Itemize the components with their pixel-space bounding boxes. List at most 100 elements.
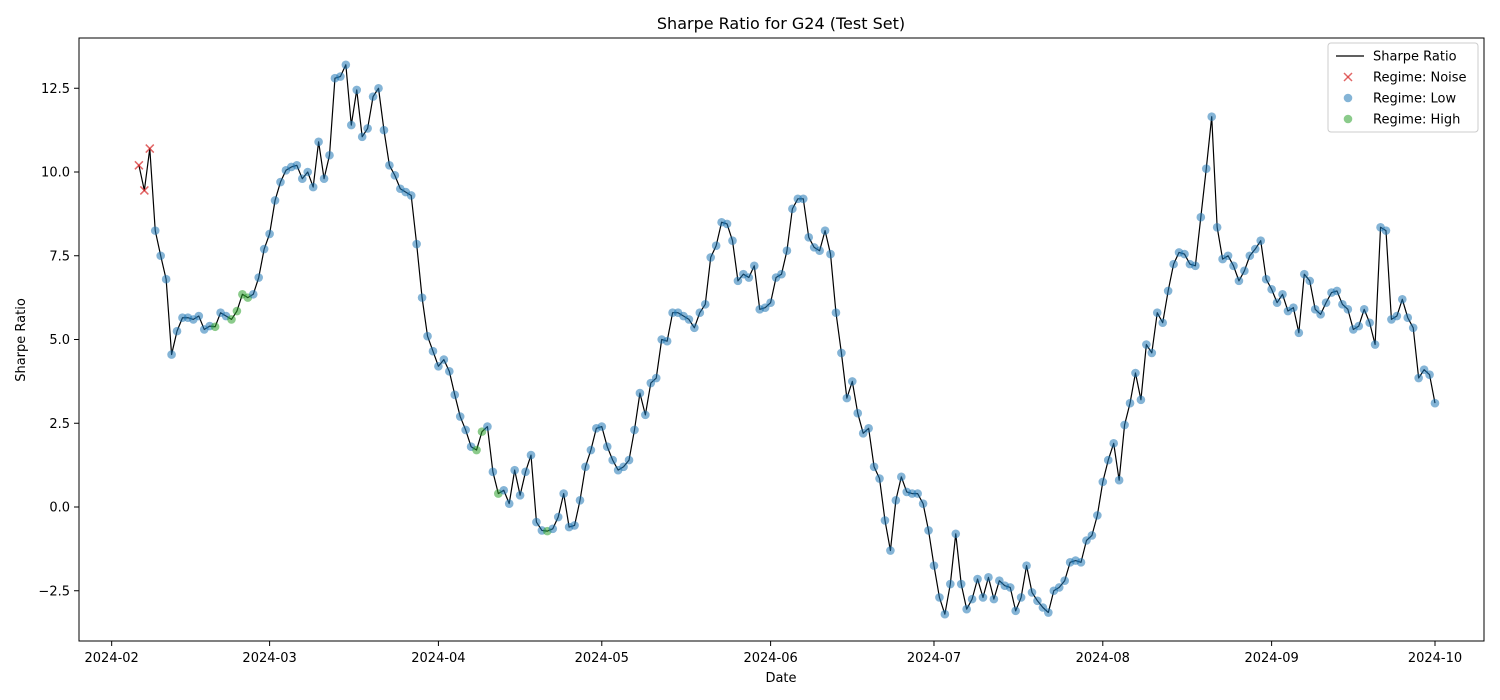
low-regime-point: [390, 171, 400, 180]
legend-label-regime: Regime: Noise: [1373, 71, 1467, 86]
low-regime-point: [521, 467, 530, 477]
low-regime-point: [1419, 365, 1429, 374]
low-regime-point: [1152, 308, 1162, 318]
low-regime-point: [1403, 313, 1413, 323]
low-regime-point: [886, 546, 895, 555]
low-regime-point: [1038, 603, 1048, 612]
low-regime-point: [559, 489, 568, 498]
low-regime-point: [1365, 318, 1374, 328]
low-regime-point: [357, 132, 367, 142]
low-regime-point: [1076, 557, 1086, 567]
low-regime-point: [1343, 305, 1353, 314]
low-regime-point: [167, 350, 176, 359]
low-regime-point: [292, 161, 302, 170]
low-regime-point: [1321, 298, 1331, 307]
low-regime-point: [897, 472, 906, 482]
low-regime-point: [172, 326, 182, 336]
high-regime-point: [477, 427, 487, 436]
low-regime-point: [858, 429, 868, 438]
low-regime-point: [1338, 300, 1347, 309]
low-regime-point: [1142, 340, 1151, 349]
low-regime-point: [428, 346, 438, 356]
y-axis-label: Sharpe Ratio: [14, 298, 29, 382]
low-regime-point: [314, 137, 323, 147]
low-regime-point: [984, 573, 993, 582]
noise-regime-point: [145, 144, 155, 154]
low-regime-point: [423, 331, 432, 341]
low-regime-point: [161, 274, 171, 284]
low-regime-point: [194, 311, 204, 321]
low-regime-point: [499, 485, 509, 495]
low-regime-point: [1011, 606, 1020, 616]
high-regime-point: [210, 322, 220, 332]
low-regime-point: [798, 194, 808, 204]
low-regime-point: [749, 261, 759, 271]
low-regime-point: [553, 512, 563, 522]
low-regime-point: [1245, 251, 1255, 261]
low-regime-point: [837, 348, 846, 358]
low-regime-point: [1392, 311, 1402, 321]
low-regime-point: [346, 120, 356, 130]
low-regime-point: [1087, 531, 1097, 540]
legend: Sharpe Ratio Regime: Noise Regime: Low Regi…: [1327, 42, 1479, 133]
low-regime-point: [1016, 593, 1026, 602]
low-regime-point: [1381, 226, 1391, 235]
noise-marker-stroke: [134, 160, 144, 170]
low-regime-point: [150, 226, 160, 235]
low-regime-point: [483, 422, 492, 431]
low-regime-point: [156, 251, 165, 261]
low-regime-point: [1430, 398, 1440, 408]
low-regime-point: [722, 219, 732, 229]
low-regime-point: [847, 377, 857, 386]
low-regime-point: [1207, 112, 1217, 122]
low-regime-point: [461, 425, 470, 435]
low-regime-point: [875, 474, 884, 483]
y-tick-label: 12.5: [41, 82, 70, 97]
low-regime-point: [1158, 318, 1168, 328]
low-regime-point: [1136, 395, 1146, 405]
low-regime-point: [651, 373, 661, 383]
x-tick-label: 2024-09: [1244, 651, 1298, 666]
low-regime-point: [1332, 286, 1342, 296]
low-regime-point: [1289, 303, 1298, 312]
low-regime-point: [1398, 295, 1407, 304]
low-regime-point: [853, 408, 863, 418]
low-regime-point: [1294, 328, 1304, 338]
low-regime-point: [504, 499, 514, 508]
low-regime-point: [1109, 439, 1118, 448]
low-regime-point: [379, 125, 389, 135]
low-regime-point: [1098, 477, 1108, 487]
low-regime-point: [1027, 588, 1037, 597]
low-regime-point: [619, 462, 628, 472]
low-regime-point: [978, 593, 988, 602]
x-axis: 2024-02 2024-03 2024-04 2024-05 2024-06 2024-…: [85, 641, 1462, 666]
noise-regime-point: [134, 160, 144, 170]
x-tick-label: 2024-03: [242, 651, 296, 666]
low-regime-point: [374, 83, 383, 93]
low-regime-point: [303, 167, 313, 177]
low-regime-point: [940, 609, 950, 619]
low-regime-point: [417, 293, 427, 302]
low-regime-point: [695, 308, 705, 318]
low-regime-point: [733, 276, 743, 286]
low-regime-point: [706, 253, 716, 262]
plot-frame: [78, 37, 1485, 642]
legend-box: [1327, 42, 1479, 133]
noise-regime-point: [139, 185, 149, 195]
low-regime-point: [1180, 249, 1189, 259]
legend-label-regime: Regime: High: [1373, 113, 1460, 128]
low-regime-point: [831, 308, 841, 318]
low-regime-point: [510, 465, 519, 475]
low-regime-point: [989, 594, 999, 604]
low-regime-point: [581, 462, 590, 472]
low-regime-point: [341, 60, 351, 70]
low-regime-point: [319, 174, 329, 183]
low-regime-point: [1033, 596, 1042, 606]
low-regime-point: [248, 289, 258, 299]
low-regime-point: [842, 393, 852, 403]
low-regime-point: [766, 298, 775, 307]
low-regime-point: [434, 362, 443, 371]
low-regime-point: [455, 412, 465, 421]
low-regime-point: [1191, 261, 1200, 271]
